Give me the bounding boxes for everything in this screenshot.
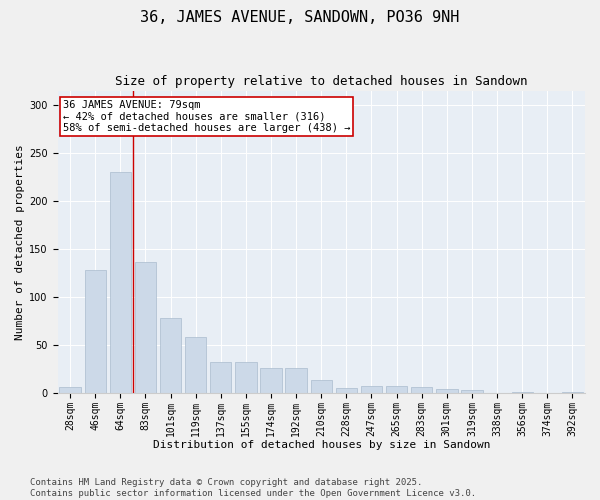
Text: Contains HM Land Registry data © Crown copyright and database right 2025.
Contai: Contains HM Land Registry data © Crown c… — [30, 478, 476, 498]
Bar — [235, 362, 257, 393]
Text: 36, JAMES AVENUE, SANDOWN, PO36 9NH: 36, JAMES AVENUE, SANDOWN, PO36 9NH — [140, 10, 460, 25]
Bar — [562, 392, 583, 393]
Bar — [85, 270, 106, 393]
Bar — [336, 388, 357, 393]
Bar — [461, 390, 482, 393]
Text: 36 JAMES AVENUE: 79sqm
← 42% of detached houses are smaller (316)
58% of semi-de: 36 JAMES AVENUE: 79sqm ← 42% of detached… — [63, 100, 350, 133]
Bar — [135, 262, 156, 393]
Bar — [59, 387, 81, 393]
X-axis label: Distribution of detached houses by size in Sandown: Distribution of detached houses by size … — [152, 440, 490, 450]
Bar — [386, 386, 407, 393]
Bar — [185, 338, 206, 393]
Bar — [411, 387, 433, 393]
Bar — [110, 172, 131, 393]
Bar — [361, 386, 382, 393]
Bar — [260, 368, 281, 393]
Bar — [160, 318, 181, 393]
Y-axis label: Number of detached properties: Number of detached properties — [15, 144, 25, 340]
Bar — [210, 362, 232, 393]
Bar — [436, 389, 458, 393]
Bar — [286, 368, 307, 393]
Title: Size of property relative to detached houses in Sandown: Size of property relative to detached ho… — [115, 75, 527, 88]
Bar — [512, 392, 533, 393]
Bar — [311, 380, 332, 393]
